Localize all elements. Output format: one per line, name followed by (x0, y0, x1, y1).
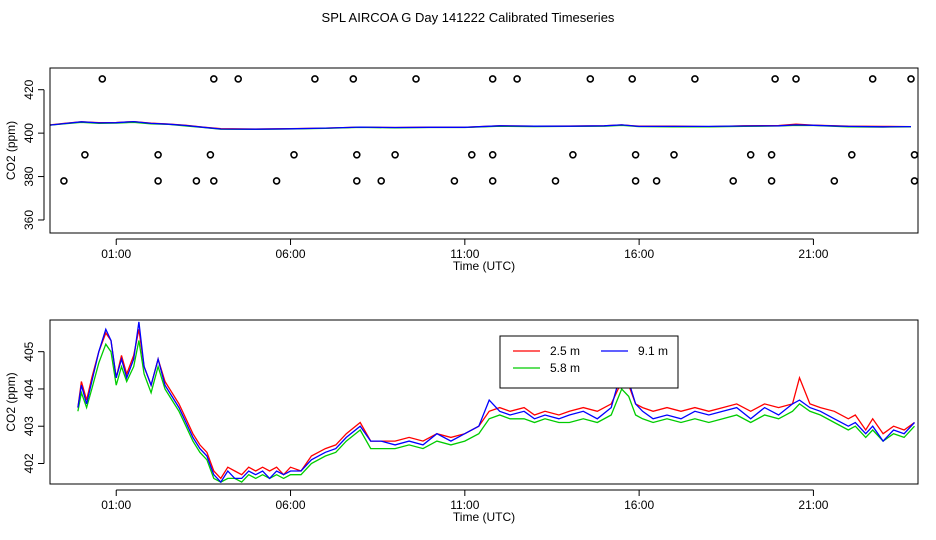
data-point-marker (412, 75, 420, 83)
data-point-marker (868, 75, 877, 83)
y-tick-label: 420 (22, 79, 36, 99)
data-point-marker (670, 151, 678, 159)
data-point-marker (488, 177, 497, 185)
x-tick-label: 06:00 (276, 498, 306, 512)
y-axis-label: CO2 (ppm) (4, 121, 18, 180)
y-tick-label: 400 (22, 123, 36, 143)
data-point-marker (352, 177, 361, 185)
data-point-marker (192, 177, 201, 185)
x-tick-label: 11:00 (450, 498, 479, 512)
x-tick-label: 21:00 (798, 247, 828, 261)
series-line-2 (77, 340, 915, 483)
x-tick-label: 16:00 (624, 247, 654, 261)
data-point-marker (488, 75, 497, 83)
chart-panels: 01:00 06:00 11:00 16:00 21:00 Time (UTC) 360 38… (4, 67, 919, 524)
y-tick-label: 380 (22, 166, 36, 186)
x-axis-label: Time (UTC) (453, 259, 515, 273)
legend-label: 2.5 m (550, 344, 580, 358)
x-tick-label: 06:00 (276, 247, 306, 261)
legend-label: 5.8 m (550, 361, 580, 375)
data-point-marker (290, 151, 298, 159)
legend: 2.5 m 5.8 m 9.1 m (499, 335, 679, 389)
legend-label: 9.1 m (638, 344, 668, 358)
x-tick-label: 01:00 (101, 247, 131, 261)
data-point-marker (210, 177, 218, 185)
data-point-marker (210, 75, 218, 83)
x-axis: 01:00 06:00 11:00 16:00 21:00 Time (UTC) (101, 238, 829, 273)
y-tick-label: 403 (22, 416, 36, 436)
data-point-marker (691, 75, 699, 83)
x-axis-label: Time (UTC) (453, 510, 515, 524)
data-point-marker (910, 177, 919, 185)
data-point-marker (631, 151, 640, 159)
data-point-marker (60, 177, 68, 185)
data-point-marker (391, 151, 399, 159)
data-point-marker (551, 177, 560, 185)
data-point-marker (154, 177, 162, 185)
data-point-marker (830, 177, 839, 185)
data-point-marker (628, 75, 637, 83)
x-axis: 01:00 06:00 11:00 16:00 21:00 Time (UTC) (101, 489, 829, 524)
y-tick-label: 404 (22, 379, 36, 399)
data-point-marker (98, 75, 107, 83)
data-point-marker (349, 75, 358, 83)
data-point-marker (272, 177, 281, 185)
data-point-marker (206, 151, 215, 159)
data-point-marker (352, 151, 361, 159)
legend-box (499, 335, 679, 389)
data-point-marker (488, 151, 497, 159)
data-point-marker (377, 177, 386, 185)
plot-frame (49, 67, 919, 234)
y-tick-label: 402 (22, 453, 36, 473)
data-point-marker (234, 75, 242, 83)
series-line-3 (50, 120, 912, 130)
y-axis: 402 403 404 405 CO2 (ppm) (4, 341, 45, 474)
series-line-3 (77, 321, 915, 484)
x-tick-label: 11:00 (450, 247, 479, 261)
data-point-marker (81, 151, 89, 159)
data-point-marker (771, 75, 779, 83)
x-tick-label: 21:00 (798, 498, 828, 512)
y-tick-label: 360 (22, 210, 36, 230)
data-point-marker (450, 177, 459, 185)
y-axis: 360 380 400 420 CO2 (ppm) (4, 79, 45, 230)
data-point-marker (767, 177, 776, 185)
x-tick-label: 16:00 (624, 498, 654, 512)
chart-title: SPL AIRCOA G Day 141222 Calibrated Times… (322, 10, 615, 25)
data-point-marker (907, 75, 915, 83)
y-axis-label: CO2 (ppm) (4, 372, 18, 431)
data-point-marker (652, 177, 661, 185)
x-tick-label: 01:00 (101, 498, 131, 512)
data-point-marker (586, 75, 595, 83)
data-point-marker (746, 151, 755, 159)
data-point-marker (467, 151, 476, 159)
y-tick-label: 405 (22, 341, 36, 361)
data-point-marker (569, 151, 577, 159)
plot-frame (49, 319, 919, 485)
data-point-marker (631, 177, 640, 185)
data-point-marker (847, 151, 856, 159)
data-point-marker (910, 151, 919, 159)
data-point-marker (767, 151, 776, 159)
data-point-marker (513, 75, 521, 83)
data-point-marker (154, 151, 162, 159)
data-point-marker (729, 177, 738, 185)
data-point-marker (792, 75, 800, 83)
top-panel: 01:00 06:00 11:00 16:00 21:00 Time (UTC) 360 38… (4, 67, 919, 273)
data-point-marker (311, 75, 319, 83)
